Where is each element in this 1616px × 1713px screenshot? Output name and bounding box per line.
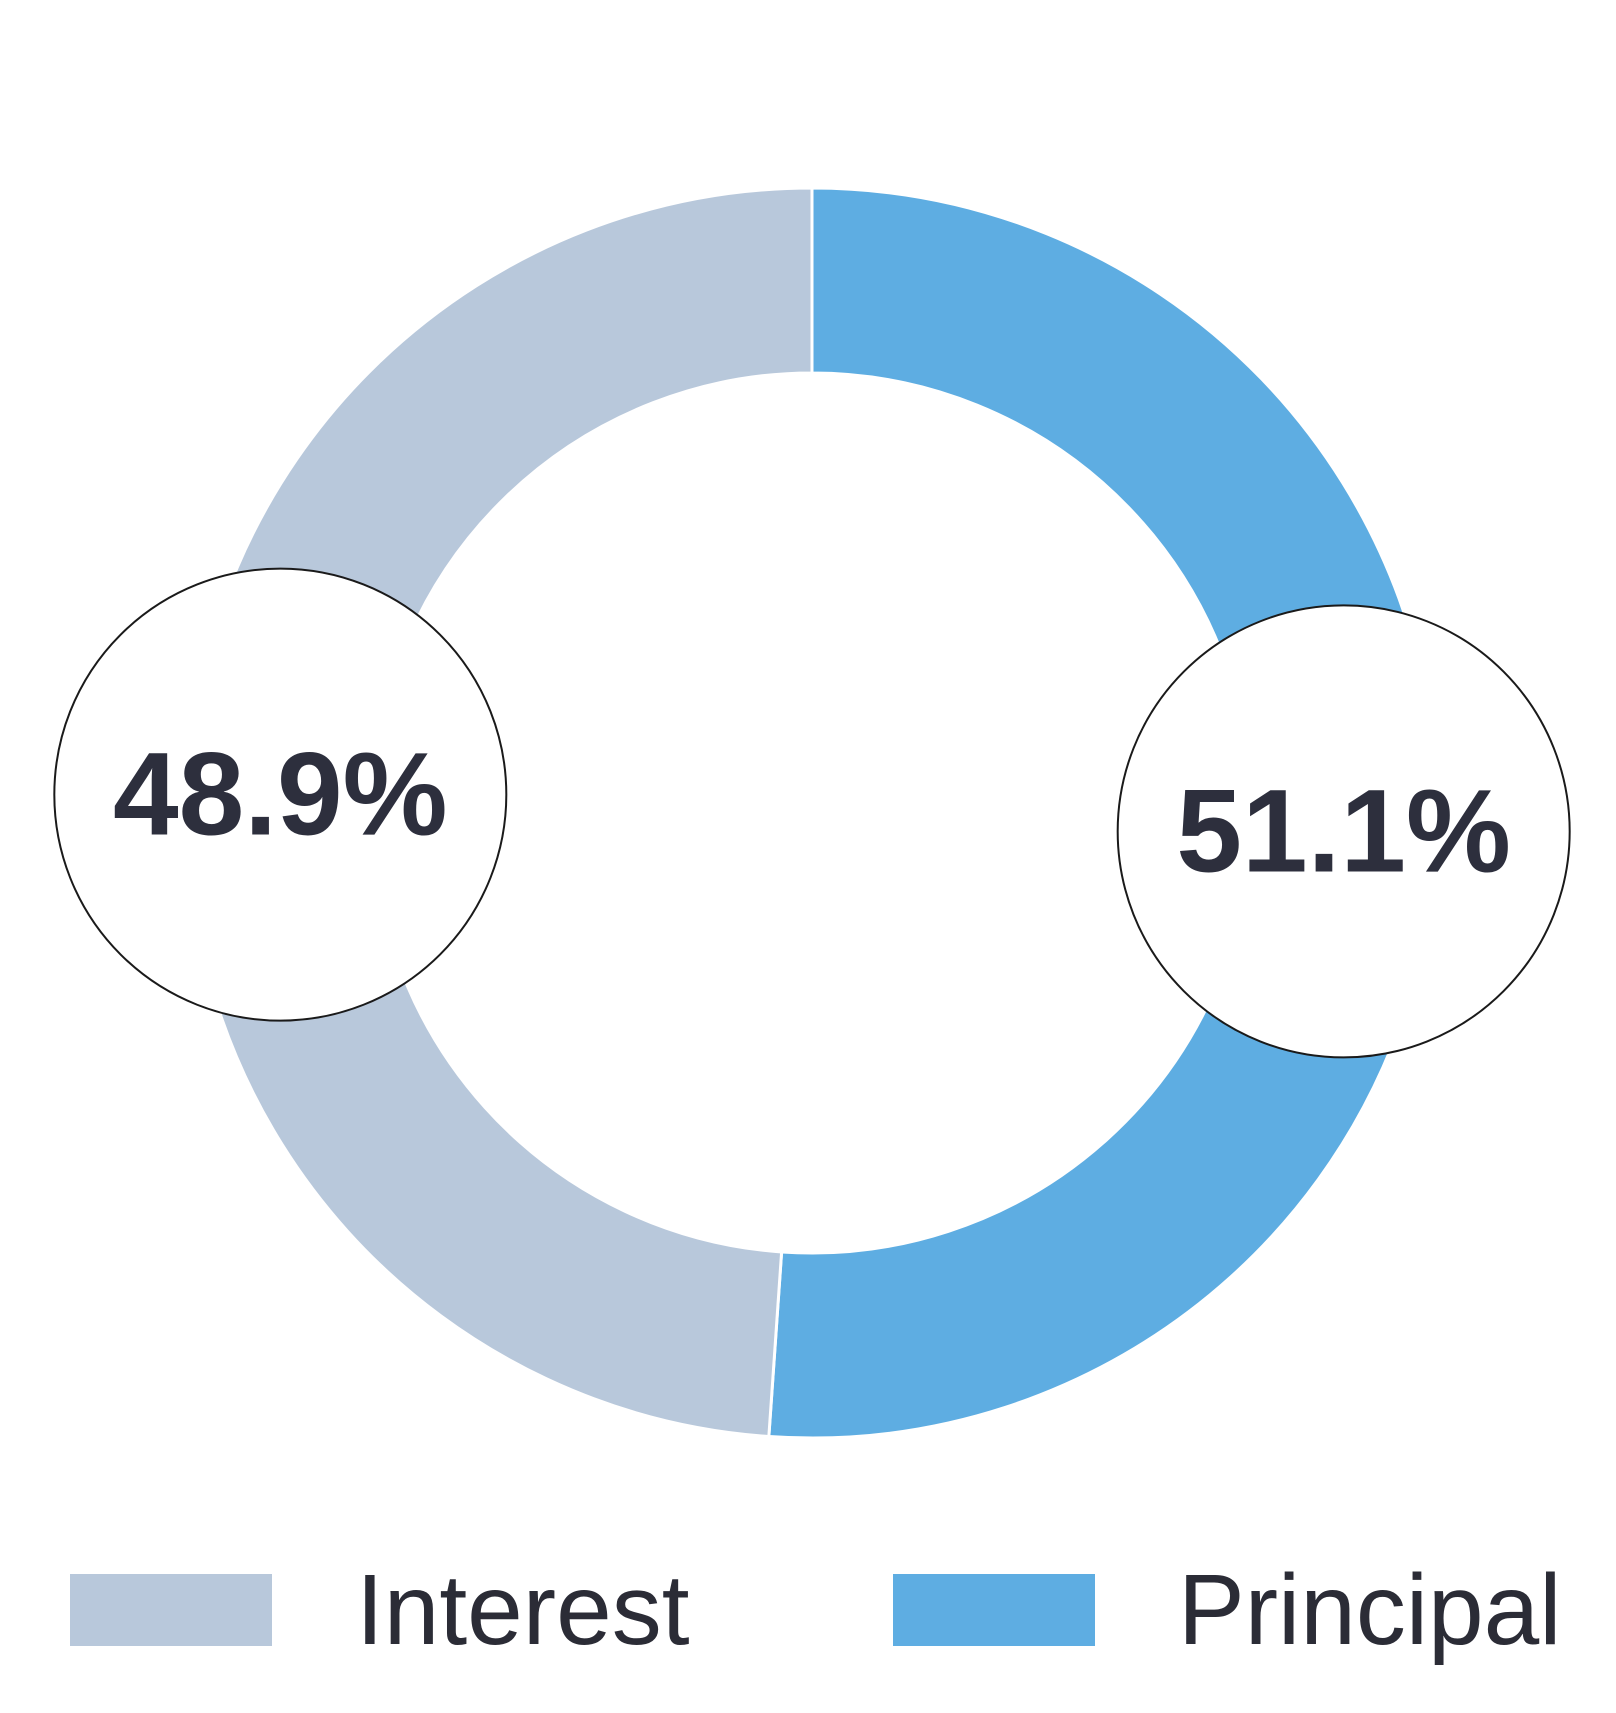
legend-label-interest: Interest [356,1554,690,1666]
slice-value-label-interest: 48.9% [113,729,448,861]
donut-slices [185,186,1439,1440]
legend-label-principal: Principal [1178,1554,1562,1666]
slice-principal [767,186,1439,1440]
label-bubble-principal [1116,604,1571,1059]
slice-interest [185,186,814,1439]
legend-swatch-principal [893,1574,1095,1646]
legend-swatch-interest [70,1574,272,1646]
slice-labels: 51.1% 48.9% [53,567,1571,1059]
label-bubble-interest [53,567,508,1022]
legend: Interest Principal [70,1554,1562,1666]
slice-value-label-principal: 51.1% [1176,765,1511,897]
